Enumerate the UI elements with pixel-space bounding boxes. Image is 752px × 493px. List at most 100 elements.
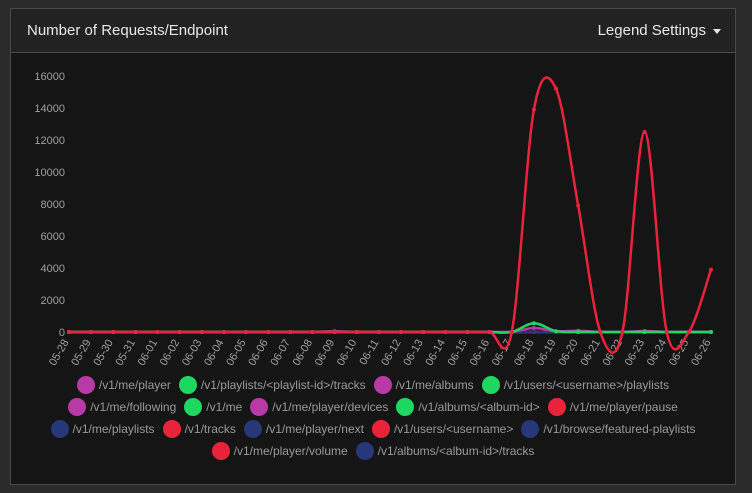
legend-label: /v1/playlists/<playlist-id>/tracks — [200, 378, 366, 392]
data-point — [509, 330, 514, 334]
y-tick-label: 6000 — [41, 231, 65, 243]
chart-legend: /v1/me/player/v1/playlists/<playlist-id>… — [11, 374, 735, 462]
legend-item[interactable]: /v1/me/player/devices — [250, 398, 388, 416]
x-tick-label: 05-31 — [114, 338, 138, 368]
data-point — [554, 329, 559, 334]
x-tick-label: 06-04 — [202, 338, 226, 368]
legend-row: /v1/me/following/v1/me/v1/me/player/devi… — [11, 396, 735, 418]
y-tick-label: 14000 — [34, 103, 65, 115]
page-title: Number of Requests/Endpoint — [27, 22, 228, 39]
y-tick-label: 0 — [59, 327, 65, 339]
y-tick-label: 2000 — [41, 295, 65, 307]
x-tick-label: 06-19 — [534, 338, 558, 368]
x-tick-label: 06-20 — [556, 338, 580, 368]
x-tick-label: 06-09 — [313, 338, 337, 368]
x-tick-label: 06-12 — [379, 338, 403, 368]
legend-item[interactable]: /v1/me/albums — [373, 376, 474, 394]
x-tick-label: 06-24 — [645, 338, 669, 368]
data-point — [576, 203, 581, 208]
legend-label: /v1/albums/<album-id> — [418, 400, 540, 414]
data-point — [399, 330, 404, 334]
x-tick-label: 06-15 — [446, 338, 470, 368]
y-tick-label: 10000 — [34, 167, 65, 179]
legend-label: /v1/me/player — [98, 378, 171, 392]
data-point — [642, 130, 647, 134]
legend-row: /v1/me/player/volume/v1/albums/<album-id… — [11, 440, 735, 462]
x-tick-label: 06-23 — [623, 338, 647, 368]
legend-item[interactable]: /v1/me/player/volume — [211, 442, 348, 460]
legend-item[interactable]: /v1/albums/<album-id>/tracks — [355, 442, 535, 460]
legend-swatch-icon — [68, 398, 87, 416]
legend-swatch-icon — [243, 420, 262, 438]
data-point — [376, 330, 381, 334]
legend-item[interactable]: /v1/me/player/pause — [547, 398, 678, 416]
legend-label: /v1/tracks — [184, 422, 236, 436]
data-point — [244, 330, 249, 334]
x-tick-label: 06-13 — [401, 338, 425, 368]
legend-swatch-icon — [250, 398, 269, 416]
data-point — [288, 330, 293, 334]
legend-settings-dropdown[interactable]: Legend Settings — [598, 22, 721, 39]
legend-swatch-icon — [481, 376, 500, 394]
x-tick-label: 06-11 — [357, 338, 381, 368]
legend-label: /v1/me/player/next — [265, 422, 364, 436]
legend-row: /v1/me/playlists/v1/tracks/v1/me/player/… — [11, 418, 735, 440]
x-tick-label: 06-17 — [490, 338, 514, 368]
legend-label: /v1/me/player/pause — [569, 400, 678, 414]
legend-item[interactable]: /v1/users/<username> — [371, 420, 513, 438]
legend-item[interactable]: /v1/me — [184, 398, 242, 416]
legend-swatch-icon — [184, 398, 203, 416]
legend-item[interactable]: /v1/me/following — [68, 398, 176, 416]
data-point — [576, 330, 581, 334]
legend-item[interactable]: /v1/playlists/<playlist-id>/tracks — [178, 376, 366, 394]
x-tick-label: 06-03 — [180, 338, 204, 368]
legend-item[interactable]: /v1/me/player/next — [243, 420, 364, 438]
legend-label: /v1/me/playlists — [72, 422, 155, 436]
x-tick-label: 06-06 — [246, 338, 270, 368]
data-point — [89, 330, 94, 334]
panel-header: Number of Requests/Endpoint Legend Setti… — [11, 9, 735, 53]
x-tick-label: 06-14 — [423, 338, 447, 368]
data-point — [531, 330, 536, 334]
legend-item[interactable]: /v1/me/playlists — [50, 420, 155, 438]
x-tick-label: 06-08 — [291, 338, 315, 368]
data-point — [664, 330, 669, 334]
data-point — [487, 330, 492, 334]
legend-label: /v1/albums/<album-id>/tracks — [377, 444, 535, 458]
legend-label: /v1/browse/featured-playlists — [543, 422, 696, 436]
legend-item[interactable]: /v1/browse/featured-playlists — [521, 420, 695, 438]
data-point — [554, 86, 559, 91]
data-point — [642, 330, 647, 334]
legend-swatch-icon — [76, 376, 95, 394]
y-tick-label: 4000 — [41, 263, 65, 275]
legend-label: /v1/me — [206, 400, 243, 414]
legend-item[interactable]: /v1/albums/<album-id> — [396, 398, 540, 416]
legend-label: /v1/me/following — [90, 400, 177, 414]
caret-down-icon — [713, 28, 721, 34]
legend-swatch-icon — [373, 376, 392, 394]
legend-swatch-icon — [396, 398, 415, 416]
data-point — [443, 330, 448, 334]
data-point — [620, 330, 625, 334]
y-tick-label: 8000 — [41, 199, 65, 211]
legend-settings-label: Legend Settings — [597, 22, 706, 39]
legend-swatch-icon — [50, 420, 69, 438]
legend-item[interactable]: /v1/tracks — [162, 420, 236, 438]
legend-label: /v1/users/<username>/playlists — [503, 378, 670, 392]
data-point — [531, 107, 536, 112]
data-point — [266, 330, 271, 334]
legend-label: /v1/me/albums — [395, 378, 474, 392]
legend-item[interactable]: /v1/users/<username>/playlists — [481, 376, 670, 394]
x-tick-label: 06-21 — [578, 338, 602, 368]
legend-label: /v1/me/player/volume — [233, 444, 348, 458]
data-point — [133, 330, 138, 334]
legend-swatch-icon — [211, 442, 230, 460]
legend-swatch-icon — [371, 420, 390, 438]
data-point — [199, 330, 204, 334]
data-point — [709, 330, 713, 334]
x-tick-label: 06-05 — [224, 338, 248, 368]
legend-item[interactable]: /v1/me/player — [76, 376, 171, 394]
x-tick-label: 06-18 — [512, 338, 536, 368]
legend-swatch-icon — [521, 420, 540, 438]
data-point — [531, 326, 536, 330]
